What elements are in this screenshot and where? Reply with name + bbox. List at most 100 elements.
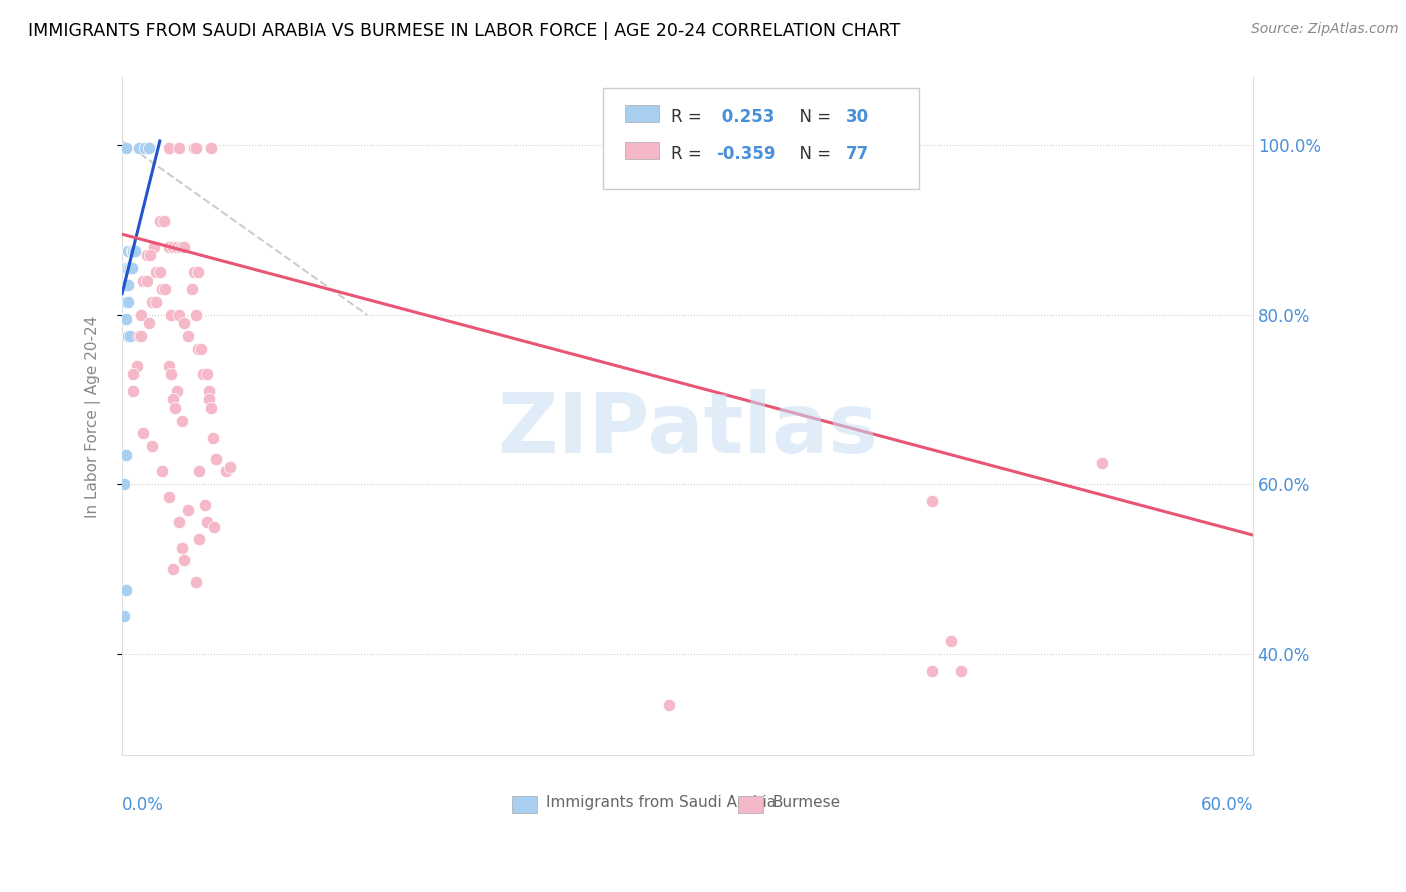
Point bbox=[173, 240, 195, 254]
Point bbox=[115, 295, 138, 310]
Point bbox=[162, 392, 184, 407]
Point bbox=[129, 308, 152, 322]
Point bbox=[167, 516, 190, 530]
Point bbox=[941, 634, 963, 648]
Point bbox=[200, 141, 222, 155]
Point bbox=[128, 141, 150, 155]
Text: Burmese: Burmese bbox=[772, 796, 841, 810]
Point bbox=[115, 278, 138, 293]
FancyBboxPatch shape bbox=[603, 87, 920, 189]
Point bbox=[127, 359, 149, 373]
Point bbox=[166, 240, 188, 254]
Point bbox=[173, 316, 195, 330]
Point bbox=[128, 329, 150, 343]
Text: Source: ZipAtlas.com: Source: ZipAtlas.com bbox=[1251, 22, 1399, 37]
Text: IMMIGRANTS FROM SAUDI ARABIA VS BURMESE IN LABOR FORCE | AGE 20-24 CORRELATION C: IMMIGRANTS FROM SAUDI ARABIA VS BURMESE … bbox=[28, 22, 900, 40]
Point bbox=[167, 308, 190, 322]
Point bbox=[201, 431, 224, 445]
Point bbox=[138, 316, 160, 330]
Point bbox=[117, 278, 139, 293]
Point bbox=[1091, 456, 1114, 470]
Point bbox=[112, 261, 135, 276]
Point bbox=[218, 460, 240, 475]
Point bbox=[173, 553, 195, 567]
Point bbox=[188, 533, 211, 547]
Point bbox=[141, 295, 163, 310]
FancyBboxPatch shape bbox=[626, 104, 659, 121]
Point bbox=[141, 439, 163, 453]
Point bbox=[183, 265, 205, 279]
Point bbox=[117, 295, 139, 310]
Point bbox=[183, 141, 205, 155]
Text: ZIPatlas: ZIPatlas bbox=[496, 390, 877, 470]
FancyBboxPatch shape bbox=[626, 142, 659, 159]
Point bbox=[112, 608, 135, 623]
Point bbox=[198, 392, 221, 407]
Point bbox=[115, 312, 138, 326]
Text: 77: 77 bbox=[846, 145, 869, 163]
Point bbox=[121, 244, 143, 259]
Point bbox=[186, 342, 208, 356]
Point bbox=[112, 295, 135, 310]
Point bbox=[117, 329, 139, 343]
Point bbox=[921, 494, 943, 508]
Point bbox=[172, 414, 194, 428]
Point bbox=[157, 141, 180, 155]
Point bbox=[184, 141, 207, 155]
Point bbox=[139, 248, 162, 262]
Point bbox=[112, 278, 135, 293]
Point bbox=[177, 329, 200, 343]
Point bbox=[155, 282, 177, 296]
Point bbox=[195, 516, 218, 530]
Point bbox=[134, 141, 156, 155]
Point bbox=[215, 465, 238, 479]
Point bbox=[162, 562, 184, 576]
Point bbox=[172, 541, 194, 555]
Point bbox=[129, 329, 152, 343]
FancyBboxPatch shape bbox=[512, 796, 537, 813]
Point bbox=[157, 240, 180, 254]
FancyBboxPatch shape bbox=[738, 796, 763, 813]
Point bbox=[180, 282, 202, 296]
Point bbox=[160, 308, 183, 322]
Point bbox=[122, 244, 145, 259]
Point bbox=[124, 244, 146, 259]
Point bbox=[193, 367, 215, 381]
Point bbox=[132, 274, 155, 288]
Point bbox=[200, 401, 222, 415]
Point bbox=[184, 574, 207, 589]
Point bbox=[163, 401, 186, 415]
Point bbox=[118, 261, 141, 276]
Point bbox=[921, 664, 943, 678]
Point bbox=[122, 384, 145, 398]
Point bbox=[149, 214, 172, 228]
Point bbox=[157, 359, 180, 373]
Point bbox=[658, 698, 681, 712]
Text: R =: R = bbox=[671, 108, 707, 126]
Point bbox=[162, 240, 184, 254]
Text: 0.0%: 0.0% bbox=[122, 796, 165, 814]
Point bbox=[149, 265, 172, 279]
Point bbox=[135, 248, 157, 262]
Point bbox=[135, 274, 157, 288]
Point bbox=[949, 664, 972, 678]
Point bbox=[160, 367, 183, 381]
Point bbox=[166, 384, 188, 398]
Text: -0.359: -0.359 bbox=[716, 145, 775, 163]
Point bbox=[115, 448, 138, 462]
Text: R =: R = bbox=[671, 145, 707, 163]
Text: 60.0%: 60.0% bbox=[1201, 796, 1253, 814]
Point bbox=[184, 308, 207, 322]
Point bbox=[122, 367, 145, 381]
Point bbox=[143, 240, 166, 254]
Point bbox=[112, 312, 135, 326]
Point bbox=[157, 490, 180, 504]
Point bbox=[195, 367, 218, 381]
Point bbox=[132, 426, 155, 441]
Point bbox=[150, 282, 173, 296]
Point bbox=[112, 477, 135, 491]
Point bbox=[169, 240, 191, 254]
Point bbox=[198, 384, 221, 398]
Point bbox=[145, 265, 167, 279]
Point bbox=[117, 244, 139, 259]
